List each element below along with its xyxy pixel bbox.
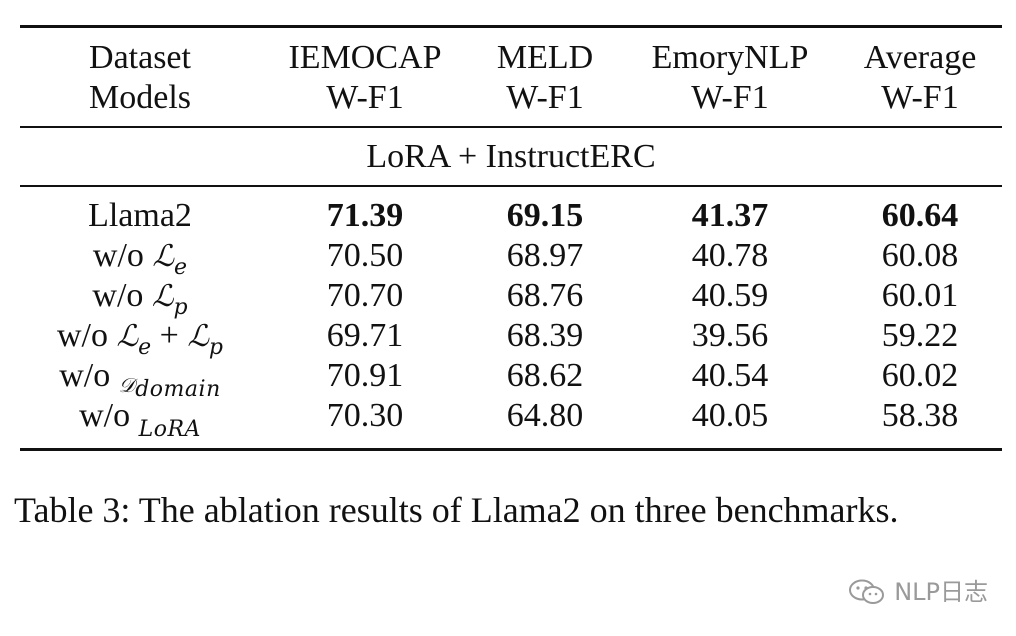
cell-iemocap: 70.70 xyxy=(326,277,404,314)
math-symbol: ℒ xyxy=(116,319,139,354)
cell-emorynlp: 39.56 xyxy=(691,317,769,354)
cell-meld: 64.80 xyxy=(506,397,584,434)
row-label-prefix: w/o xyxy=(92,237,144,274)
section-label: LoRA + InstructERC xyxy=(366,138,656,175)
cell-iemocap: 69.71 xyxy=(326,317,404,354)
cell-emorynlp: 40.54 xyxy=(691,357,769,394)
cell-average: 60.08 xyxy=(881,237,959,274)
wechat-icon xyxy=(848,578,886,606)
table-caption: Table 3: The ablation results of Llama2 … xyxy=(14,490,899,530)
math-subscript: e xyxy=(138,335,152,360)
header-iemocap: IEMOCAP xyxy=(288,39,442,76)
cell-average: 60.02 xyxy=(881,357,959,394)
cell-average: 60.64 xyxy=(881,197,959,234)
cell-emorynlp: 40.05 xyxy=(691,397,769,434)
header-dataset: Dataset xyxy=(89,39,191,76)
math-symbol: ℒ xyxy=(152,239,175,274)
cell-iemocap: 70.30 xyxy=(326,397,404,434)
ablation-table: Dataset IEMOCAP MELD EmoryNLP Average Mo… xyxy=(20,0,1002,460)
cell-iemocap: 71.39 xyxy=(326,197,404,234)
math-subscript: p xyxy=(208,335,224,360)
top-rule xyxy=(20,25,1002,28)
row-label-text: Llama2 xyxy=(88,197,192,234)
cell-meld: 68.97 xyxy=(506,237,584,274)
header-meld: MELD xyxy=(496,39,594,76)
row-label-llama2: Llama2 xyxy=(88,196,192,236)
cell-average: 60.01 xyxy=(881,277,959,314)
cell-iemocap: 70.50 xyxy=(326,237,404,274)
cell-emorynlp: 40.78 xyxy=(691,237,769,274)
header-models: Models xyxy=(89,79,191,116)
section-rule xyxy=(20,185,1002,187)
row-label-prefix: w/o xyxy=(59,357,111,394)
row-label-prefix: w/o xyxy=(79,397,131,434)
header-average: Average xyxy=(863,39,977,76)
math-symbol: 𝒟 xyxy=(118,373,136,397)
header-metric-average: W-F1 xyxy=(881,79,959,116)
cell-meld: 68.62 xyxy=(506,357,584,394)
cell-average: 59.22 xyxy=(881,317,959,354)
row-label-prefix: w/o xyxy=(56,317,108,354)
math-symbol: ℒ xyxy=(151,279,174,314)
math-subscript: LoRA xyxy=(138,417,201,442)
cell-emorynlp: 41.37 xyxy=(691,197,769,234)
header-rule xyxy=(20,126,1002,128)
row-label-wo-domain: w/o 𝒟domain xyxy=(59,356,221,402)
cell-iemocap: 70.91 xyxy=(326,357,404,394)
row-label-wo-lp: w/o ℒp xyxy=(92,276,187,320)
math-symbol: ℒ xyxy=(187,319,209,354)
math-operator: + xyxy=(159,317,179,354)
math-subscript: p xyxy=(173,295,188,320)
row-label-wo-le: w/o ℒe xyxy=(93,236,187,280)
row-label-prefix: w/o xyxy=(92,277,144,314)
cell-meld: 68.39 xyxy=(506,317,584,354)
header-metric-emorynlp: W-F1 xyxy=(691,79,769,116)
bottom-rule xyxy=(20,448,1002,451)
math-subscript: e xyxy=(174,255,188,280)
watermark: NLP日志 xyxy=(848,578,988,606)
cell-meld: 69.15 xyxy=(506,197,584,234)
row-label-wo-le-plus-lp: w/o ℒe + ℒp xyxy=(57,316,223,360)
header-metric-iemocap: W-F1 xyxy=(326,79,404,116)
cell-average: 58.38 xyxy=(881,397,959,434)
cell-emorynlp: 40.59 xyxy=(691,277,769,314)
cell-meld: 68.76 xyxy=(506,277,584,314)
header-emorynlp: EmoryNLP xyxy=(651,39,809,76)
watermark-text: NLP日志 xyxy=(894,578,988,606)
header-metric-meld: W-F1 xyxy=(506,79,584,116)
row-label-wo-lora: w/o LoRA xyxy=(79,396,201,442)
math-subscript: domain xyxy=(135,377,221,402)
